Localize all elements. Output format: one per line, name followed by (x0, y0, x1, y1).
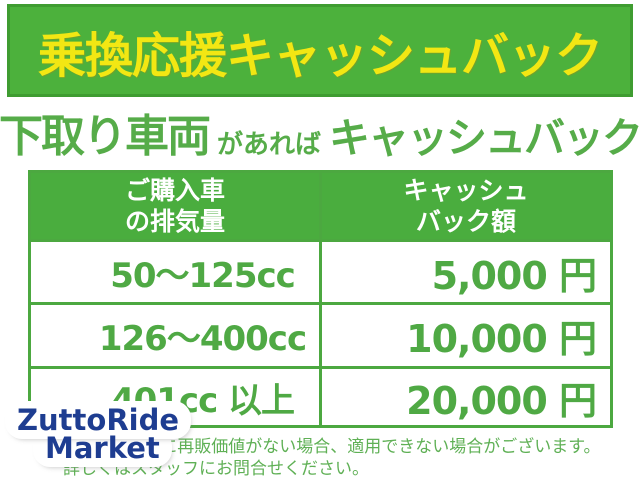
header-line: の排気量 (124, 207, 225, 236)
logo-line-zuttoride: ZuttoRide (7, 403, 190, 437)
top-banner: 乗換応援キャッシュバック (7, 4, 633, 97)
cashback-table: ご購入車 の排気量 キャッシュ バック額 50〜125cc 5,000 円 12… (28, 170, 613, 428)
table-cell-displacement-row2: 126〜400cc (31, 305, 319, 366)
table-cell-displacement-row1: 50〜125cc (31, 242, 319, 302)
table-cell-cashback-row1: 5,000 円 (322, 242, 610, 302)
table-header-cashback-amount: キャッシュ バック額 (322, 173, 610, 239)
banner-title: 乗換応援キャッシュバック (37, 27, 603, 84)
table-cell-cashback-row3: 20,000 円 (322, 369, 610, 425)
zuttoride-market-logo: ZuttoRide Market (5, 403, 190, 465)
table-header-displacement: ご購入車 の排気量 (31, 173, 319, 239)
footnote-line-1: ※車両に再販価値がない場合、適用できない場合がございます。 (112, 437, 601, 457)
headline-if-you-have: があれば (217, 130, 322, 160)
logo-line-market: Market (35, 431, 170, 465)
header-line: ご購入車 (124, 176, 225, 205)
headline-tradein-vehicle: 下取り車両 (0, 111, 211, 162)
headline-cashback: キャッシュバック (329, 114, 640, 162)
header-line: バック額 (415, 207, 516, 236)
table-cell-cashback-row2: 10,000 円 (322, 305, 610, 366)
header-line: キャッシュ (403, 176, 529, 205)
headline: 下取り車両 があれば キャッシュバック (0, 104, 640, 164)
